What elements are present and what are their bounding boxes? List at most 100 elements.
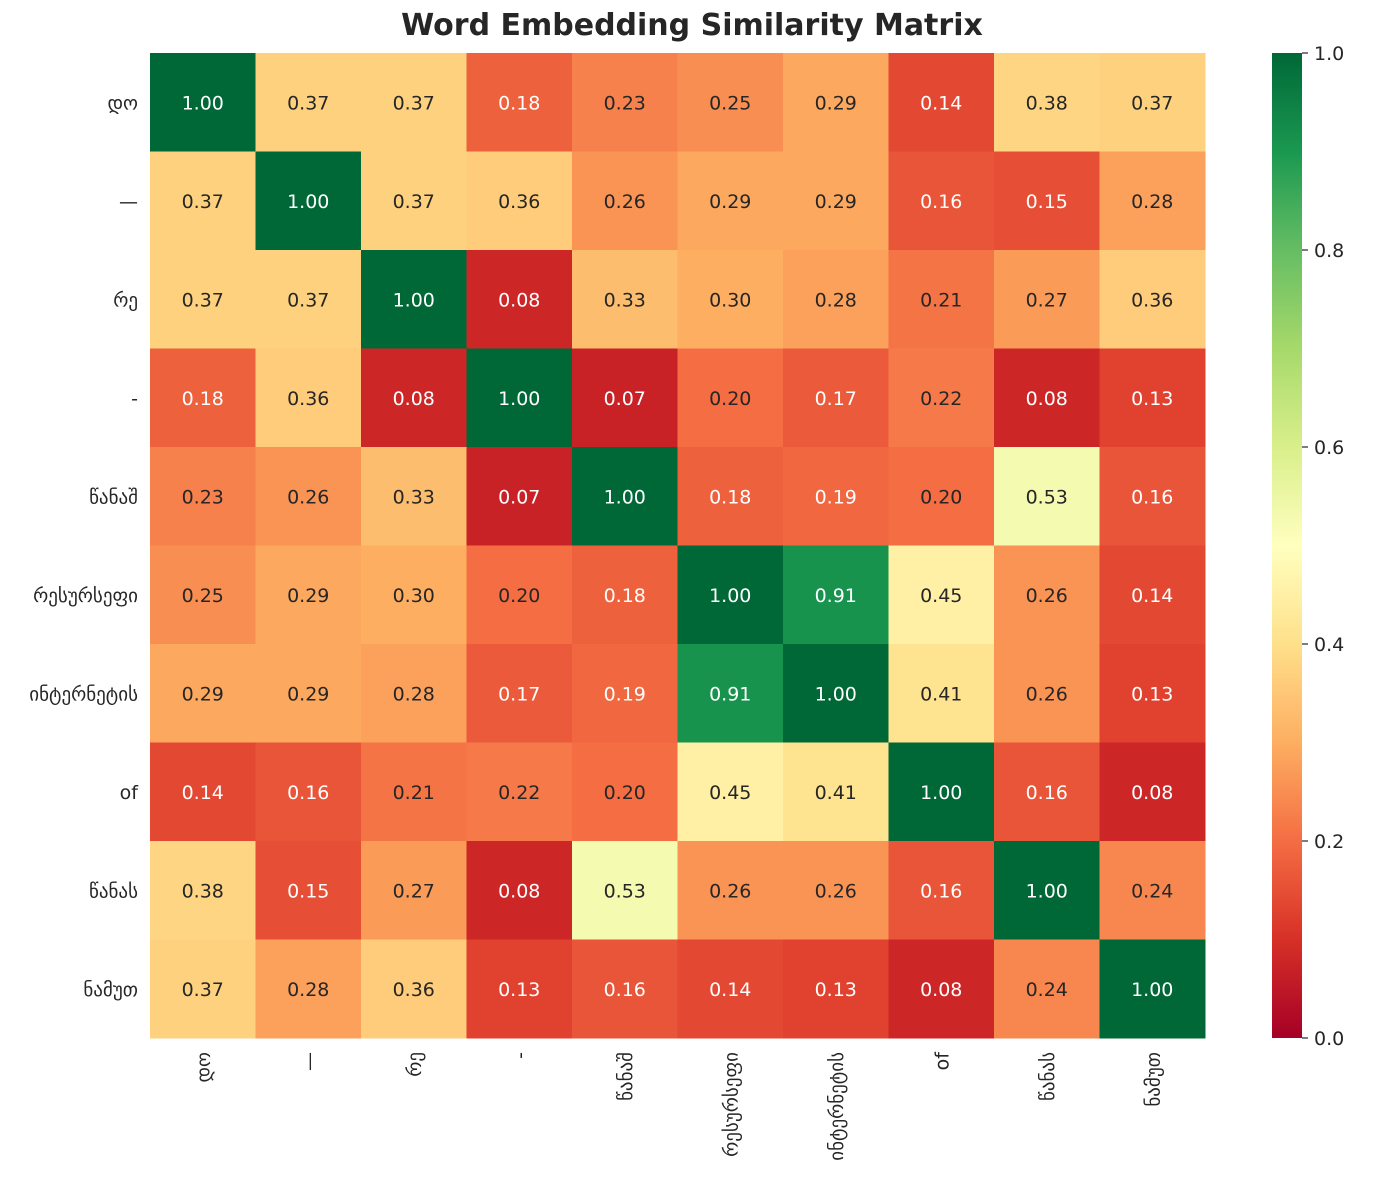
colorbar	[1272, 53, 1302, 1038]
cell-value-label: 1.00	[182, 92, 224, 114]
cell-value-label: 0.26	[815, 880, 857, 902]
x-tick-label: წანაშ	[615, 1052, 637, 1101]
heatmap-cell	[783, 545, 889, 645]
heatmap-cell	[150, 250, 256, 349]
colorbar-tick-label: 1.0	[1314, 43, 1344, 65]
heatmap-cell	[677, 545, 784, 645]
cell-value-label: 0.29	[287, 683, 329, 705]
heatmap-cell	[255, 939, 362, 1039]
cell-value-label: 0.17	[498, 683, 540, 705]
heatmap-cell	[994, 53, 1100, 152]
cell-value-label: 0.13	[815, 979, 857, 1001]
cell-value-label: 0.29	[815, 92, 857, 114]
heatmap-cell	[783, 939, 889, 1039]
heatmap-cell	[994, 151, 1100, 251]
heatmap-cell	[677, 348, 784, 448]
y-tick-label: of	[120, 782, 140, 804]
x-tick-label: დო	[193, 1052, 215, 1083]
heatmap-cell	[994, 250, 1100, 349]
heatmap-cell	[150, 841, 256, 940]
y-tick-label: დო	[108, 92, 139, 114]
heatmap-cell	[677, 151, 784, 251]
heatmap-cell	[361, 545, 467, 645]
cell-value-label: 0.30	[709, 289, 751, 311]
x-tick-label: წანას	[1037, 1052, 1059, 1101]
heatmap-cell	[783, 348, 889, 448]
heatmap-cell	[361, 841, 467, 940]
cell-value-label: 0.14	[182, 782, 224, 804]
heatmap-cell	[1099, 545, 1206, 645]
heatmap-cell	[466, 53, 573, 152]
heatmap-cell	[783, 250, 889, 349]
heatmap-cell	[1099, 250, 1206, 349]
cell-value-label: 0.26	[1026, 683, 1068, 705]
cell-value-label: 0.91	[815, 585, 857, 607]
x-tick-label: რე	[404, 1052, 426, 1077]
cell-value-label: 0.41	[920, 683, 962, 705]
heatmap-cell	[150, 348, 256, 448]
cell-value-label: 0.16	[920, 880, 962, 902]
heatmap-cell	[994, 644, 1100, 743]
cell-value-label: 0.45	[920, 585, 962, 607]
cell-value-label: 0.20	[920, 486, 962, 508]
y-tick-label: ნამუთ	[83, 979, 138, 1001]
colorbar-tick-label: 0.8	[1314, 240, 1344, 262]
heatmap-cell	[572, 151, 678, 251]
cell-value-label: 0.36	[287, 388, 329, 410]
cell-value-label: 0.24	[1131, 880, 1173, 902]
cell-value-label: 1.00	[498, 388, 540, 410]
cell-value-label: 0.36	[393, 979, 435, 1001]
heatmap-cell	[1099, 742, 1206, 842]
heatmap-cell	[572, 841, 678, 940]
cell-value-label: 0.19	[815, 486, 857, 508]
colorbar-tick-label: 0.2	[1314, 831, 1344, 853]
cell-value-label: 0.29	[815, 191, 857, 213]
heatmap-cell	[888, 447, 995, 546]
cell-value-label: 0.08	[920, 979, 962, 1001]
heatmap-cell	[994, 348, 1100, 448]
colorbar-tick-label: 0.0	[1314, 1028, 1344, 1050]
heatmap-cell	[572, 939, 678, 1039]
cell-value-label: 0.23	[182, 486, 224, 508]
cell-value-label: 1.00	[393, 289, 435, 311]
heatmap-cell	[677, 447, 784, 546]
x-tick-label: of	[931, 1051, 953, 1071]
cell-value-label: 1.00	[709, 585, 751, 607]
heatmap-cell	[572, 644, 678, 743]
heatmap-cell	[466, 348, 573, 448]
cell-value-label: 1.00	[287, 191, 329, 213]
heatmap-cell	[783, 644, 889, 743]
heatmap-cell	[255, 644, 362, 743]
cell-value-label: 0.26	[1026, 585, 1068, 607]
cell-value-label: 0.37	[182, 191, 224, 213]
cell-value-label: 0.14	[709, 979, 751, 1001]
cell-value-label: 0.91	[709, 683, 751, 705]
heatmap-cell	[466, 644, 573, 743]
heatmap-cell	[677, 53, 784, 152]
cell-value-label: 0.28	[815, 289, 857, 311]
heatmap-cell	[466, 447, 573, 546]
heatmap-cell	[466, 841, 573, 940]
heatmap-cell	[361, 348, 467, 448]
cell-value-label: 0.14	[1131, 585, 1173, 607]
cell-value-label: 0.08	[498, 880, 540, 902]
heatmap-cell	[1099, 841, 1206, 940]
heatmap-cell	[150, 151, 256, 251]
y-tick-label: რესურსეფი	[33, 585, 138, 607]
heatmap-cell	[150, 447, 256, 546]
heatmap-cell	[677, 841, 784, 940]
cell-value-label: 0.16	[1026, 782, 1068, 804]
heatmap-cell	[1099, 447, 1206, 546]
cell-value-label: 0.08	[1026, 388, 1068, 410]
heatmap-cell	[466, 250, 573, 349]
heatmap-cell	[466, 151, 573, 251]
heatmap-cell	[888, 53, 995, 152]
y-tick-label: ინტერნეტის	[29, 683, 138, 705]
heatmap-cell	[888, 841, 995, 940]
heatmap-cell	[150, 545, 256, 645]
cell-value-label: 0.25	[182, 585, 224, 607]
x-tick-label: რესურსეფი	[720, 1052, 742, 1157]
y-tick-label: -	[131, 388, 138, 410]
heatmap-cell	[255, 841, 362, 940]
